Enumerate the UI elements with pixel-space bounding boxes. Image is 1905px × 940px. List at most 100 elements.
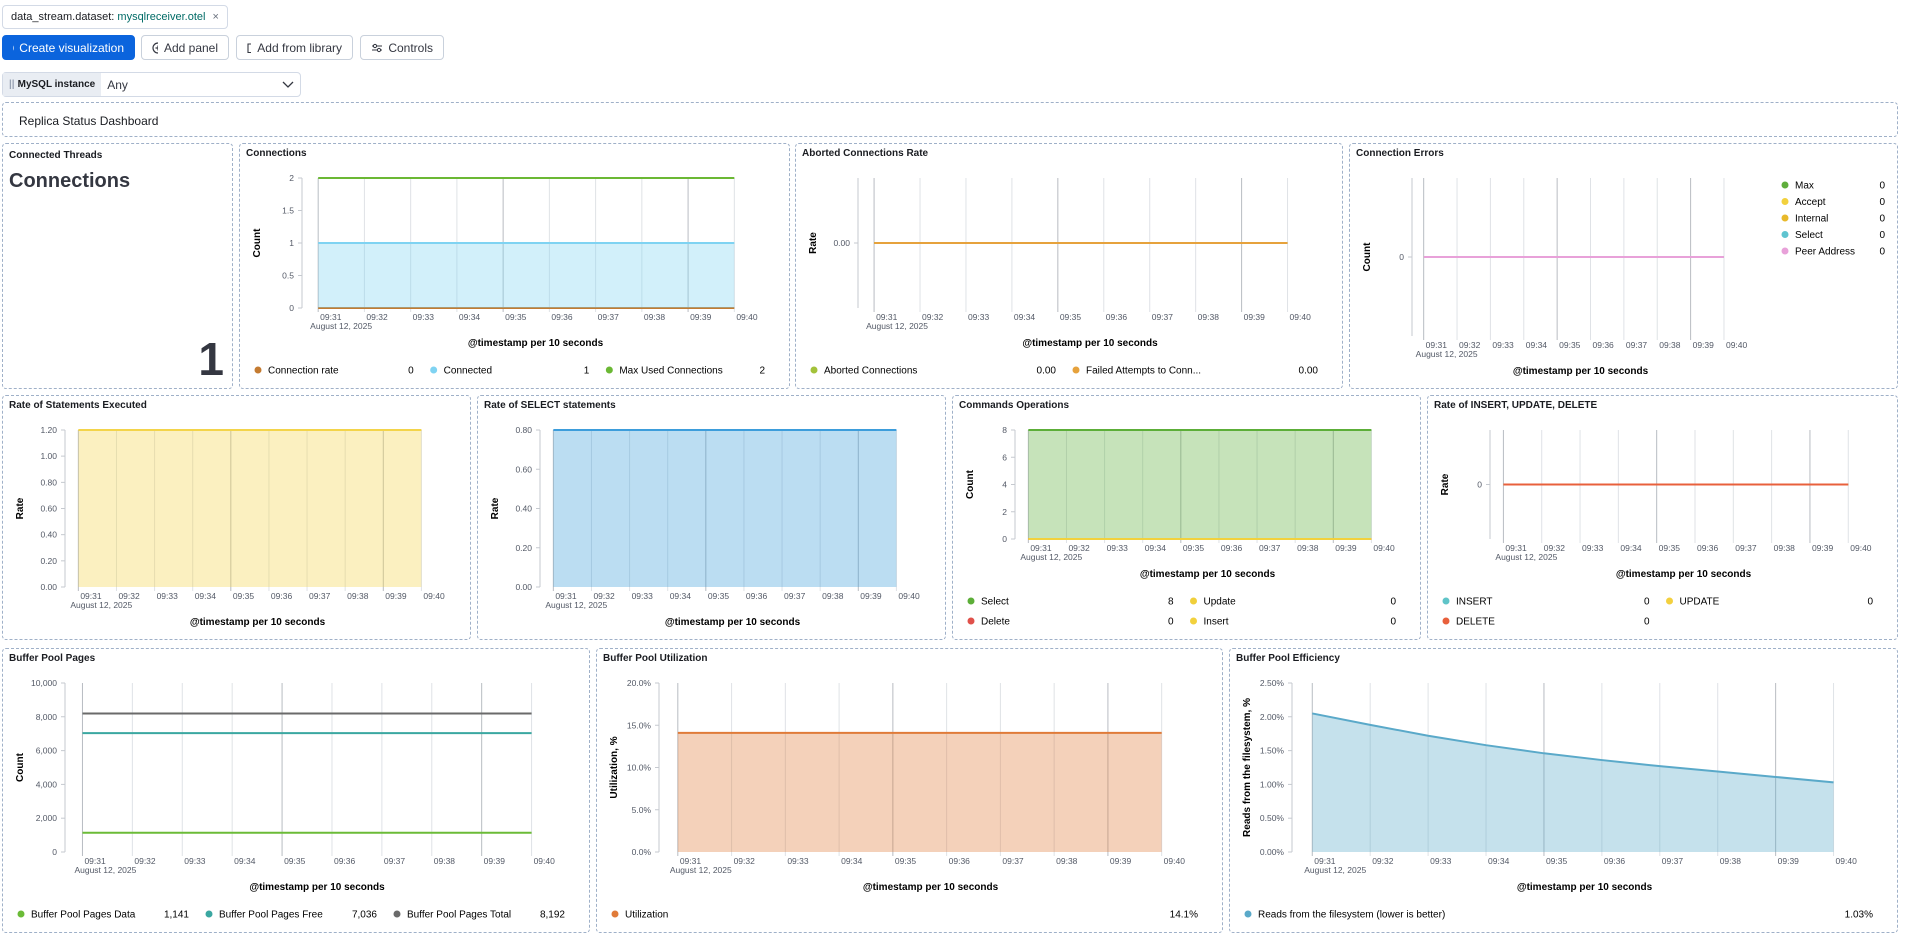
metric-value: 1 xyxy=(198,333,224,385)
y-tick-label: 15.0% xyxy=(627,720,652,730)
y-axis-title: Reads from the filesystem, % xyxy=(1242,698,1253,837)
legend-swatch xyxy=(393,910,401,918)
legend-value: 0 xyxy=(1168,617,1174,628)
y-axis-title: Count xyxy=(252,228,263,258)
x-tick-label: 09:36 xyxy=(746,591,768,601)
x-tick-label: 09:37 xyxy=(1626,340,1648,350)
y-tick-label: 1.00% xyxy=(1260,779,1285,789)
x-tick-label: 09:39 xyxy=(484,856,506,866)
x-tick-label: 09:32 xyxy=(593,591,615,601)
legend-value: 1 xyxy=(584,366,590,377)
x-tick-label: 09:33 xyxy=(787,856,809,866)
x-date-label: August 12, 2025 xyxy=(1304,865,1366,875)
create-visualization-button[interactable]: Create visualization xyxy=(2,35,135,60)
add-from-library-button[interactable]: Add from library xyxy=(236,35,353,60)
legend-label: Buffer Pool Pages Free xyxy=(219,910,323,921)
panel-title: Connected Threads xyxy=(9,150,103,161)
x-tick-label: 09:31 xyxy=(320,312,342,322)
x-date-label: August 12, 2025 xyxy=(310,321,372,331)
add-panel-button[interactable]: Add panel xyxy=(141,35,229,60)
y-axis-title: Rate xyxy=(808,232,819,254)
series-area xyxy=(78,430,422,587)
x-tick-label: 09:37 xyxy=(1002,856,1024,866)
x-tick-label: 09:34 xyxy=(670,591,692,601)
filter-pill[interactable]: data_stream.dataset: mysqlreceiver.otel … xyxy=(2,5,228,29)
x-date-label: August 12, 2025 xyxy=(74,865,136,875)
x-tick-label: 09:33 xyxy=(1430,856,1452,866)
legend-label: Select xyxy=(1795,230,1823,241)
x-tick-label: 09:39 xyxy=(1335,543,1357,553)
chart: Rate of Statements Executed 09:31 09:32 09:… xyxy=(9,400,445,628)
x-date-label: August 12, 2025 xyxy=(1495,552,1557,562)
icon xyxy=(152,41,158,54)
x-tick-label: 09:32 xyxy=(1372,856,1394,866)
chart-panel: Buffer Pool Utilization 09:31 09:32 09:33 09… xyxy=(596,648,1223,933)
x-tick-label: 09:35 xyxy=(233,591,255,601)
x-tick-label: 09:39 xyxy=(1778,856,1800,866)
x-tick-label: 09:36 xyxy=(1221,543,1243,553)
x-tick-label: 09:39 xyxy=(690,312,712,322)
remove-icon[interactable]: × xyxy=(212,11,219,23)
x-tick-label: 09:32 xyxy=(118,591,140,601)
control-select[interactable]: Any xyxy=(101,73,300,96)
y-tick-label: 10.0% xyxy=(627,763,652,773)
x-tick-label: 09:39 xyxy=(1244,312,1266,322)
legend-label: INSERT xyxy=(1456,597,1493,608)
legend-value: 1.03% xyxy=(1845,910,1873,921)
legend-value: 8 xyxy=(1168,597,1174,608)
button-label: Controls xyxy=(388,40,433,55)
x-axis-title: @timestamp per 10 seconds xyxy=(1022,338,1158,349)
controls-button[interactable]: Controls xyxy=(360,35,444,60)
legend-swatch xyxy=(967,617,975,625)
x-tick-label: 09:34 xyxy=(841,856,863,866)
legend-value: 2 xyxy=(759,366,765,377)
legend-label: Peer Address xyxy=(1795,247,1855,258)
x-tick-label: 09:34 xyxy=(195,591,217,601)
legend-swatch xyxy=(1781,247,1789,255)
y-tick-label: 2.50% xyxy=(1260,678,1285,688)
x-tick-label: 09:38 xyxy=(1659,340,1681,350)
x-axis-title: @timestamp per 10 seconds xyxy=(665,617,801,628)
y-tick-label: 1.50% xyxy=(1260,746,1285,756)
legend-label: Insert xyxy=(1204,617,1229,628)
x-tick-label: 09:31 xyxy=(555,591,577,601)
chart-panel: Aborted Connections Rate 09:31 09:32 09:33 0… xyxy=(795,143,1343,389)
x-tick-label: 09:32 xyxy=(922,312,944,322)
x-tick-label: 09:40 xyxy=(1164,856,1186,866)
y-tick-label: 0.0% xyxy=(632,847,652,857)
options-control[interactable]: || MySQL instance Any xyxy=(2,72,301,97)
x-tick-label: 09:38 xyxy=(1720,856,1742,866)
y-tick-label: 5.0% xyxy=(632,805,652,815)
legend-value: 0 xyxy=(1644,597,1650,608)
x-tick-label: 09:37 xyxy=(598,312,620,322)
y-axis-title: Rate xyxy=(15,497,26,519)
x-tick-label: 09:31 xyxy=(680,856,702,866)
legend-value: 0 xyxy=(1644,617,1650,628)
x-tick-label: 09:35 xyxy=(1183,543,1205,553)
legend-swatch xyxy=(611,910,619,918)
x-tick-label: 09:33 xyxy=(1582,543,1604,553)
x-tick-label: 09:40 xyxy=(1850,543,1872,553)
panel-title: Buffer Pool Efficiency xyxy=(1236,653,1340,664)
control-value: Any xyxy=(107,77,128,92)
x-date-label: August 12, 2025 xyxy=(1416,349,1478,359)
x-tick-label: 09:31 xyxy=(80,591,102,601)
y-tick-label: 0.00 xyxy=(40,582,57,592)
legend-label: Connected xyxy=(444,366,492,377)
x-tick-label: 09:34 xyxy=(1014,312,1036,322)
legend-swatch xyxy=(1781,181,1789,189)
x-tick-label: 09:33 xyxy=(413,312,435,322)
legend-label: Utilization xyxy=(625,910,668,921)
chart-panel: Commands Operations 09:31 09:32 09:33 09:34 0… xyxy=(952,395,1421,640)
button-label: Add panel xyxy=(163,40,218,55)
y-tick-label: 0.00 xyxy=(515,582,532,592)
x-tick-label: 09:38 xyxy=(644,312,666,322)
chart: Rate of SELECT statements 09:31 09:32 09:33… xyxy=(484,400,920,628)
panel-title: Rate of Statements Executed xyxy=(9,400,147,411)
x-axis-title: @timestamp per 10 seconds xyxy=(190,617,326,628)
x-tick-label: 09:40 xyxy=(423,591,445,601)
y-tick-label: 0.80 xyxy=(40,477,57,487)
panel-title: Buffer Pool Pages xyxy=(9,653,96,664)
x-tick-label: 09:37 xyxy=(309,591,331,601)
legend-value: 14.1% xyxy=(1170,910,1198,921)
